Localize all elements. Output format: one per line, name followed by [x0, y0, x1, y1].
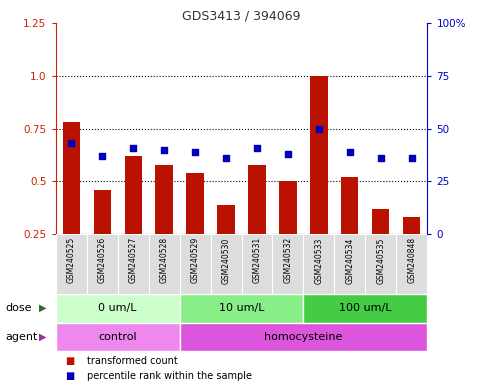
Point — [377, 155, 385, 161]
Text: transformed count: transformed count — [87, 356, 178, 366]
Point — [191, 149, 199, 155]
Bar — [94, 190, 111, 287]
Text: 100 um/L: 100 um/L — [339, 303, 392, 313]
Bar — [272, 234, 303, 294]
Point — [253, 145, 261, 151]
Text: agent: agent — [6, 332, 38, 342]
Bar — [311, 76, 327, 287]
Bar — [341, 177, 358, 287]
Bar — [117, 234, 149, 294]
Bar — [397, 234, 427, 294]
Bar — [248, 165, 266, 287]
Bar — [403, 217, 421, 287]
Bar — [186, 173, 203, 287]
Text: GSM240535: GSM240535 — [376, 237, 385, 284]
Point — [67, 141, 75, 147]
Text: GSM240848: GSM240848 — [408, 237, 416, 283]
Text: 0 um/L: 0 um/L — [98, 303, 137, 313]
Text: GSM240534: GSM240534 — [345, 237, 355, 284]
Bar — [211, 234, 242, 294]
Bar — [366, 234, 397, 294]
Text: ■: ■ — [65, 356, 74, 366]
Text: homocysteine: homocysteine — [264, 332, 342, 342]
Bar — [86, 234, 117, 294]
Text: control: control — [98, 332, 137, 342]
Text: GSM240528: GSM240528 — [159, 237, 169, 283]
Text: 10 um/L: 10 um/L — [219, 303, 264, 313]
Bar — [180, 294, 303, 323]
Point — [98, 153, 106, 159]
Text: ■: ■ — [65, 371, 74, 381]
Bar — [303, 294, 427, 323]
Text: ▶: ▶ — [39, 303, 46, 313]
Bar — [56, 323, 180, 351]
Bar — [125, 156, 142, 287]
Bar — [180, 323, 427, 351]
Point — [315, 126, 323, 132]
Text: GDS3413 / 394069: GDS3413 / 394069 — [182, 10, 301, 23]
Text: GSM240525: GSM240525 — [67, 237, 75, 283]
Bar — [303, 234, 334, 294]
Text: GSM240533: GSM240533 — [314, 237, 324, 284]
Bar — [56, 294, 180, 323]
Bar — [180, 234, 211, 294]
Text: dose: dose — [6, 303, 32, 313]
Bar — [280, 182, 297, 287]
Text: GSM240531: GSM240531 — [253, 237, 261, 283]
Point — [284, 151, 292, 157]
Bar — [217, 205, 235, 287]
Text: GSM240530: GSM240530 — [222, 237, 230, 284]
Point — [160, 147, 168, 153]
Bar — [62, 122, 80, 287]
Text: GSM240527: GSM240527 — [128, 237, 138, 283]
Bar — [334, 234, 366, 294]
Text: GSM240532: GSM240532 — [284, 237, 293, 283]
Bar — [242, 234, 272, 294]
Bar — [149, 234, 180, 294]
Bar — [56, 234, 86, 294]
Point — [346, 149, 354, 155]
Bar — [372, 209, 389, 287]
Point — [222, 155, 230, 161]
Text: percentile rank within the sample: percentile rank within the sample — [87, 371, 252, 381]
Text: GSM240526: GSM240526 — [98, 237, 107, 283]
Text: ▶: ▶ — [39, 332, 46, 342]
Point — [129, 145, 137, 151]
Bar — [156, 165, 172, 287]
Point — [408, 155, 416, 161]
Text: GSM240529: GSM240529 — [190, 237, 199, 283]
